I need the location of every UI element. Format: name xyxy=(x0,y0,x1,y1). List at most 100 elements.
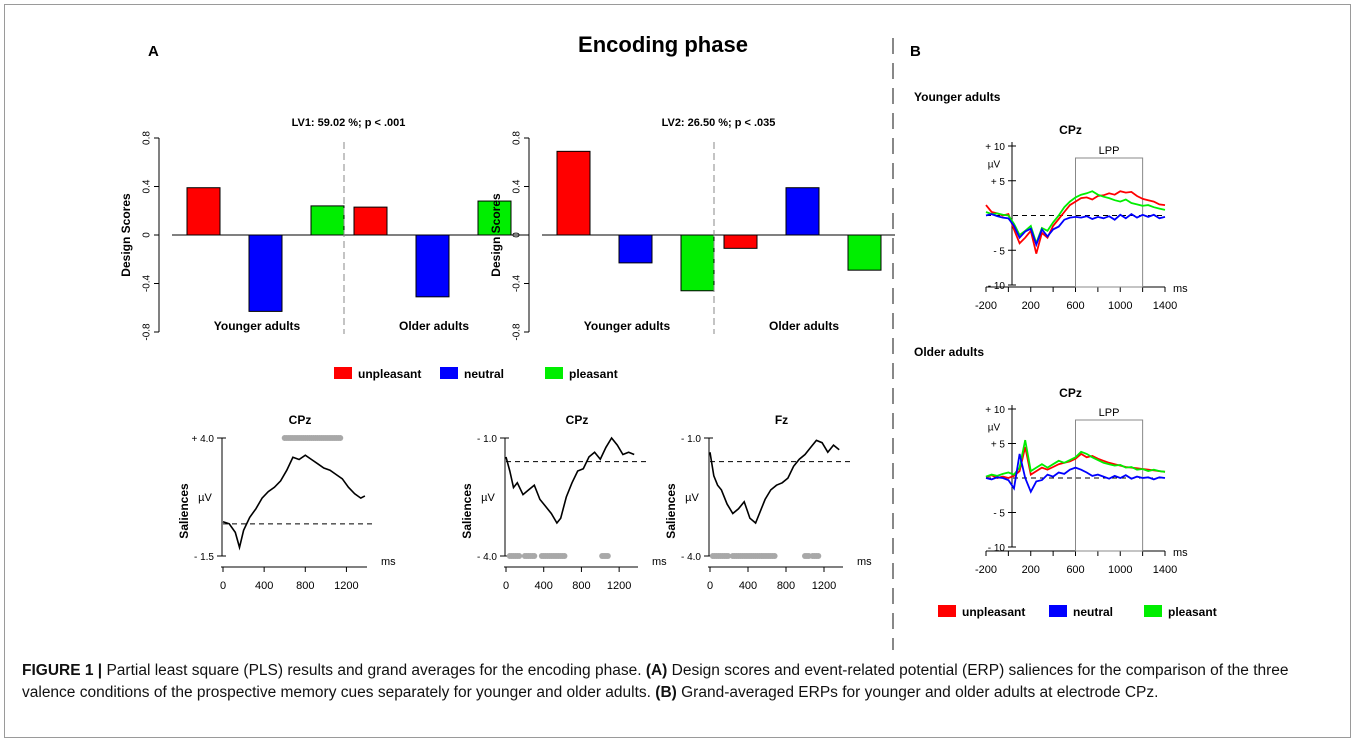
y-tick-label: -0.8 xyxy=(512,323,523,341)
panel-a-legend: unpleasant neutral pleasant xyxy=(334,367,618,381)
y-axis-label: Saliences xyxy=(460,483,474,539)
x-unit-label: ms xyxy=(857,556,872,568)
chart-title: CPz xyxy=(1059,123,1082,137)
salience-line xyxy=(505,436,635,525)
salience-line xyxy=(222,454,366,551)
bar-neutral xyxy=(415,234,450,298)
significance-marker xyxy=(561,553,568,559)
y-tick-label: + 10 xyxy=(985,142,1005,153)
x-tick-label: 600 xyxy=(1066,564,1084,576)
legend-label-neutral: neutral xyxy=(1073,605,1113,619)
legend-label-pleasant: pleasant xyxy=(569,367,618,381)
significance-marker xyxy=(531,553,538,559)
chart-title: CPz xyxy=(289,413,312,427)
y-tick-label: + 5 xyxy=(991,440,1006,451)
unit-label: µV xyxy=(685,492,699,504)
x-tick-label: 400 xyxy=(739,580,757,592)
y-tick-label: + 5 xyxy=(991,177,1006,188)
caption-text-1: Partial least square (PLS) results and g… xyxy=(102,662,646,679)
y-axis-label: Design Scores xyxy=(119,193,133,277)
significance-marker xyxy=(771,553,778,559)
y-tick-label: - 4.0 xyxy=(681,552,701,563)
caption-text-3: Grand-averaged ERPs for younger and olde… xyxy=(676,684,1159,701)
salience-line xyxy=(709,439,840,525)
salience-cpz-older-chart: CPz - 1.0 - 4.0 µV Saliences 0 400 800 1200 ms xyxy=(460,413,667,592)
y-tick-label: -0.4 xyxy=(512,274,523,292)
y-tick-label: - 5 xyxy=(993,509,1005,520)
x-tick-label: 200 xyxy=(1022,300,1040,312)
unit-label: µV xyxy=(481,492,495,504)
bar-neutral xyxy=(248,234,283,312)
x-tick-label: 400 xyxy=(535,580,553,592)
x-tick-label: 0 xyxy=(220,580,226,592)
x-tick-label: 400 xyxy=(255,580,273,592)
older-adults-label: Older adults xyxy=(914,345,984,359)
caption-b-label: (B) xyxy=(655,684,677,701)
panel-b-legend: unpleasant neutral pleasant xyxy=(938,605,1217,619)
legend-swatch-pleasant xyxy=(545,367,563,379)
y-tick-label: - 1.5 xyxy=(194,552,214,563)
chart-title: Fz xyxy=(775,413,788,427)
bar-unpleasant xyxy=(186,187,221,236)
x-tick-label: 0 xyxy=(707,580,713,592)
panel-b-label: B xyxy=(910,43,921,60)
salience-fz-chart: Fz - 1.0 - 4.0 µV Saliences 0 400 800 1200 ms xyxy=(664,413,872,592)
legend-label-neutral: neutral xyxy=(464,367,504,381)
chart-title: CPz xyxy=(566,413,589,427)
legend-label-unpleasant: unpleasant xyxy=(358,367,421,381)
y-tick-label: - 10 xyxy=(988,543,1006,554)
lpp-label: LPP xyxy=(1099,407,1120,419)
y-tick-label: 0.8 xyxy=(142,131,153,145)
significance-marker xyxy=(337,435,344,441)
legend-swatch-neutral xyxy=(440,367,458,379)
unit-label: µV xyxy=(988,422,1001,433)
x-tick-label: -200 xyxy=(975,564,997,576)
y-tick-label: + 4.0 xyxy=(191,434,214,445)
bar-unpleasant xyxy=(556,150,591,236)
legend-label-pleasant: pleasant xyxy=(1168,605,1217,619)
caption-a-label: (A) xyxy=(645,662,668,679)
bar-unpleasant xyxy=(353,206,388,236)
y-axis-label: Saliences xyxy=(664,483,678,539)
y-tick-label: -0.4 xyxy=(142,274,153,292)
caption-label: FIGURE 1 | xyxy=(22,662,103,679)
x-tick-label: 200 xyxy=(1022,564,1040,576)
figure-caption: FIGURE 1 | Partial least square (PLS) re… xyxy=(22,660,1332,704)
x-tick-label: 800 xyxy=(777,580,795,592)
group-label: Older adults xyxy=(769,319,839,333)
x-tick-label: 1000 xyxy=(1108,564,1132,576)
x-unit-label: ms xyxy=(381,556,396,568)
erp-line-neutral xyxy=(985,453,1166,494)
chart-title: LV1: 59.02 %; p < .001 xyxy=(292,117,406,129)
chart-title: LV2: 26.50 %; p < .035 xyxy=(662,117,776,129)
unit-label: µV xyxy=(198,492,212,504)
figure-canvas: A Encoding phase B Younger adults Older … xyxy=(119,32,1217,650)
younger-adults-label: Younger adults xyxy=(914,90,1001,104)
x-tick-label: 1000 xyxy=(1108,300,1132,312)
significance-marker xyxy=(516,553,523,559)
bar-neutral xyxy=(785,187,820,236)
x-unit-label: ms xyxy=(652,556,667,568)
erp-line-neutral xyxy=(985,213,1166,248)
caption-text-2: Design scores and event-related potentia… xyxy=(22,662,1289,701)
significance-marker xyxy=(725,553,732,559)
x-tick-label: -200 xyxy=(975,300,997,312)
bar-neutral xyxy=(618,234,653,264)
lv2-bar-chart: LV2: 26.50 %; p < .035 0.8 0.4 0 -0.4 -0.8 Des… xyxy=(489,117,895,341)
salience-cpz-younger-chart: CPz + 4.0 - 1.5 µV Saliences 0 400 800 1200 ms xyxy=(177,413,396,592)
y-tick-label: 0.4 xyxy=(512,179,523,193)
lpp-label: LPP xyxy=(1099,145,1120,157)
bar-unpleasant xyxy=(723,234,758,249)
lpp-window xyxy=(1075,419,1144,552)
group-label: Older adults xyxy=(399,319,469,333)
lpp-window xyxy=(1075,157,1144,288)
x-tick-label: 1200 xyxy=(607,580,631,592)
bar-pleasant xyxy=(847,234,882,271)
y-tick-label: 0 xyxy=(512,232,523,238)
figure-frame xyxy=(4,4,1351,738)
y-tick-label: -0.8 xyxy=(142,323,153,341)
x-tick-label: 1200 xyxy=(334,580,358,592)
x-tick-label: 1400 xyxy=(1153,300,1177,312)
x-tick-label: 600 xyxy=(1066,300,1084,312)
